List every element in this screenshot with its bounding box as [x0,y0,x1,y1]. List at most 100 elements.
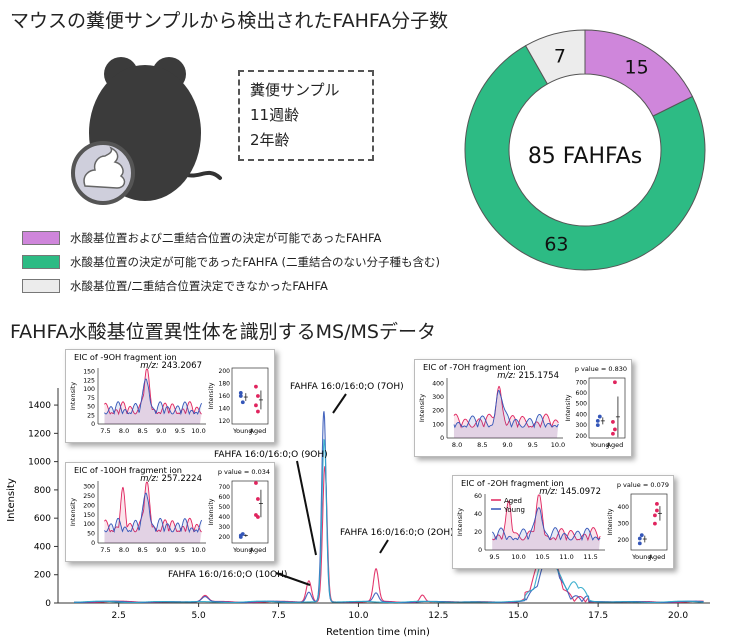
inset-pvalue: p value = 0.034 [218,468,270,476]
inset-title: EIC of -9OH fragment ion [74,352,177,362]
inset-y-tick-label: 400 [432,380,444,387]
inset-y-tick-label: 300 [83,484,95,491]
inset-ylabel: Intensity [69,382,77,410]
inset-mz: m/z: 145.0972 [539,487,601,497]
inset-y-tick-label: 50 [87,531,95,538]
data-point [653,521,657,526]
y-tick-label: 600 [34,514,51,524]
inset-y-tick-label: 25 [87,412,95,419]
chromatogram-series [74,438,704,604]
inset-x-tick-label: 7.5 [100,427,110,435]
inset-x-tick-label: 10.0 [191,427,205,435]
donut-slice-label: 15 [624,57,648,79]
inset-ylabel: Intensity [418,394,426,422]
inset-ylabel: Intensity [69,498,77,526]
inset-x-tick-label: 9.5 [175,427,185,435]
data-point [655,501,659,506]
inset-y-tick-label: 50 [87,404,95,411]
inset-title: EIC of -2OH fragment ion [461,478,564,488]
inset-group-label: Young [631,553,651,561]
inset-y-tick-label: 200 [83,502,95,509]
feces-icon [83,146,126,189]
inset-x-tick-label: 7.5 [100,546,110,554]
y-tick-label: 400 [34,542,51,552]
donut-center-label: 85 FAHFAs [528,144,642,169]
inset-x-tick-label: 8.5 [138,546,148,554]
y-tick-label: 1400 [28,401,51,411]
data-point [254,481,258,485]
y-tick-label: 0 [45,599,51,609]
inset-box-y-tick-label: 200 [219,368,231,375]
inset-y-tick-label: 100 [83,521,95,528]
inset-group-label: Aged [649,553,666,561]
data-point [655,508,659,513]
x-tick-label: 5.0 [191,611,206,621]
inset-x-tick-label: 8.0 [119,427,129,435]
fahfa-donut-chart: 15 63 7 85 FAHFAs [464,29,706,271]
inset-box-y-tick-label: 400 [618,504,630,511]
data-point [611,431,615,436]
data-point [613,427,617,432]
annotation-arrow [275,572,311,586]
x-tick-label: 12.5 [428,611,448,621]
main-chromatogram: 2.5 5.0 7.5 10.0 12.5 15.0 17.5 20.002004006008… [6,382,710,638]
inset-box-y-tick-label: 400 [219,514,231,521]
inset-mz: m/z: 215.1754 [497,371,559,381]
inset-legend-label: Aged [504,497,522,505]
inset-group-label: Young [232,427,252,435]
annotation-10oh: FAHFA 16:0/16:0;O (10OH) [168,570,287,580]
inset-box-ylabel: Intensity [607,508,614,535]
annotation-arrow [296,460,317,556]
legend-swatch [22,255,60,269]
data-point [639,533,644,538]
inset-y-tick-label: 0 [91,540,95,547]
inset-x-tick-label: 9.0 [502,441,512,449]
x-tick-label: 17.5 [588,611,608,621]
inset-box-y-tick-label: 200 [618,537,630,544]
annotation-arrow [379,539,389,554]
y-tick-label: 200 [34,571,51,581]
inset-box-y-tick-label: 300 [576,422,588,429]
inset-y-tick-label: 150 [83,512,95,519]
data-point [238,394,243,398]
inset-title: EIC of -10OH fragment ion [74,465,182,475]
inset-group-label: Young [232,546,252,554]
inset-box-y-tick-label: 500 [576,401,588,408]
data-point [611,420,615,424]
data-point [254,403,258,408]
data-point [256,515,260,519]
inset-box-y-tick-label: 200 [219,534,231,541]
inset-pvalue: p value = 0.079 [617,481,669,489]
inset-x-tick-label: 11.5 [583,553,597,561]
inset-box-ylabel: Intensity [208,498,215,525]
data-point [240,400,245,405]
x-tick-label: 10.0 [348,611,368,621]
inset-y-tick-label: 20 [474,529,482,536]
sample-line-1: 糞便サンプル [250,81,340,99]
x-tick-label: 20.0 [668,611,688,621]
donut-slice [524,29,586,85]
inset-group-label: Aged [607,441,624,449]
y-tick-label: 1200 [28,429,51,439]
inset-box-y-tick-label: 400 [576,411,588,418]
section-title: FAHFA水酸基位置異性体を識別するMS/MSデータ [10,321,436,343]
inset-y-tick-label: 0 [91,421,95,428]
inset-mz: m/z: 243.2067 [140,361,202,371]
inset-9oh: EIC of -9OH fragment ion m/z: 243.2067 7.5… [65,349,275,443]
annotation-2oh: FAHFA 16:0/16:0;O (2OH) [340,528,454,538]
inset-y-tick-label: 40 [474,511,482,518]
legend-item: 水酸基位置および二重結合位置の決定が可能であったFAHFA [22,230,440,246]
inset-y-tick-label: 0 [478,547,482,554]
inset-mz: m/z: 257.2224 [140,474,202,484]
x-axis-label: Retention time (min) [326,627,430,638]
inset-box-ylabel: Intensity [565,394,572,421]
data-point [637,536,642,541]
inset-trace [453,385,559,429]
inset-box-y-tick-label: 120 [219,418,231,425]
inset-box-y-tick-label: 300 [219,524,231,531]
inset-group-label: Aged [250,427,267,435]
inset-x-tick-label: 8.5 [138,427,148,435]
inset-x-tick-label: 10.0 [511,553,525,561]
inset-y-tick-label: 125 [83,377,95,384]
inset-box-y-tick-label: 160 [219,393,231,400]
